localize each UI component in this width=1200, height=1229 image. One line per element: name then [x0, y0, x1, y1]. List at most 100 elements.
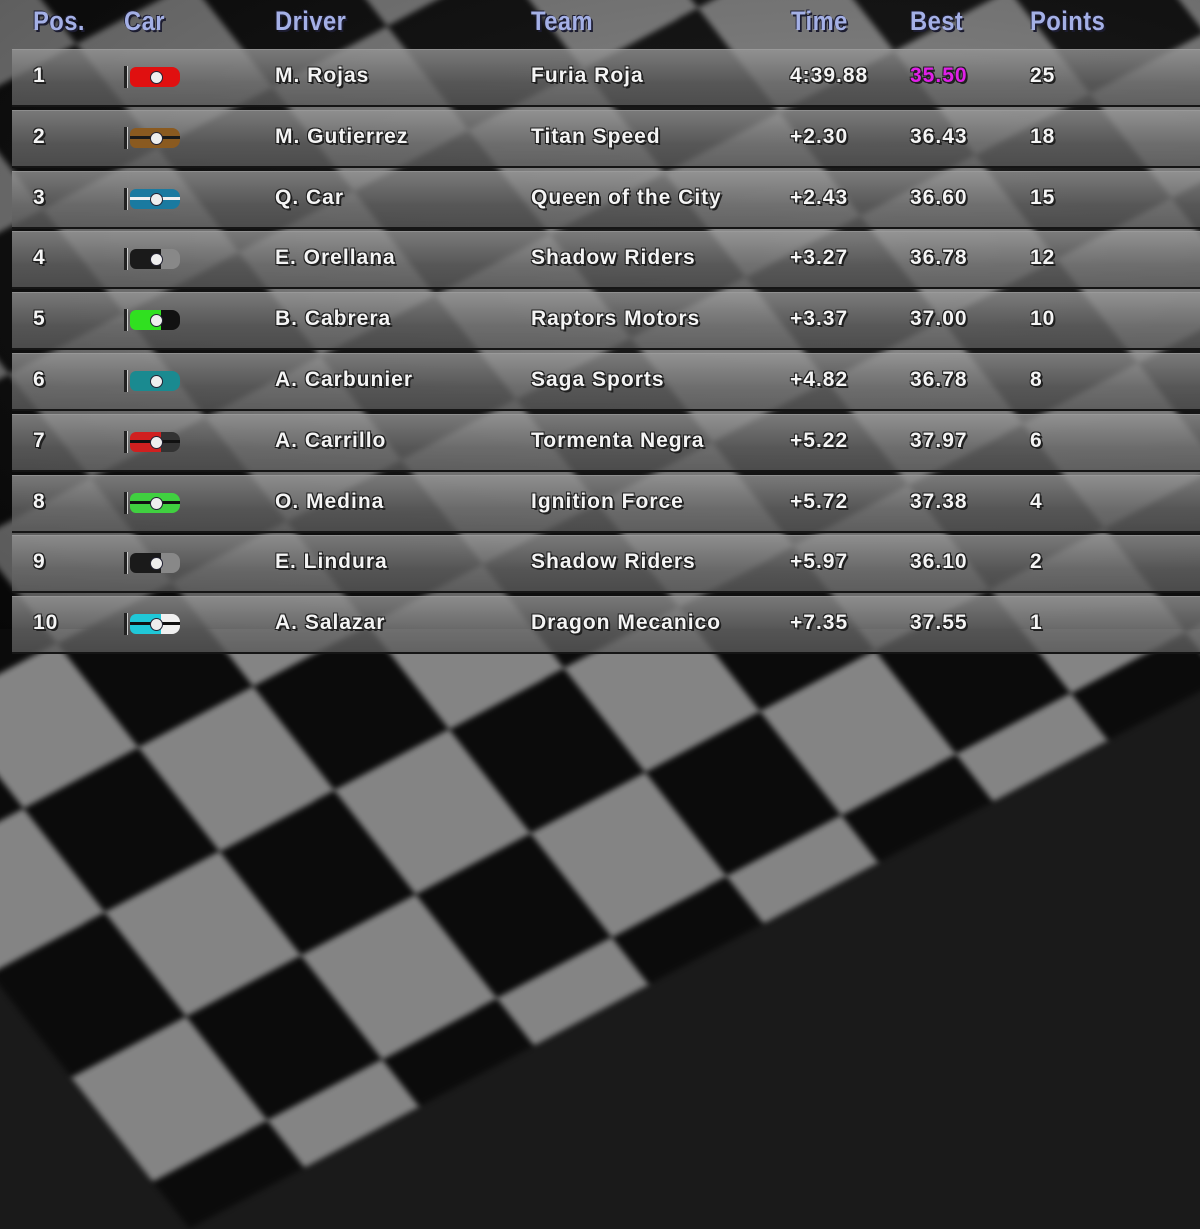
cell-driver: M. Rojas [275, 64, 370, 87]
header-best: Best [910, 6, 964, 36]
cell-team: Queen of the City [531, 185, 722, 209]
cell-driver: E. Orellana [275, 246, 396, 270]
cell-time: +2.30 [790, 124, 849, 148]
cell-pos: 8 [33, 489, 46, 513]
cell-points: 15 [1030, 185, 1056, 209]
cell-time: +7.35 [790, 611, 849, 635]
cell-points: 8 [1030, 367, 1043, 391]
cell-best: 37.97 [910, 428, 968, 452]
cell-driver: E. Lindura [275, 550, 388, 574]
car-icon [124, 430, 182, 453]
cell-best: 36.10 [910, 550, 968, 574]
table-row: 6 A. Carbunier Saga Sports +4.82 36.78 8 [12, 352, 1200, 411]
cell-time: +5.72 [790, 489, 849, 513]
cell-time: +2.43 [790, 185, 849, 209]
car-icon [124, 309, 182, 332]
car-rear-bar [124, 613, 128, 636]
cell-team: Shadow Riders [531, 550, 696, 574]
cell-best: 37.38 [910, 489, 968, 513]
cell-points: 10 [1030, 307, 1056, 331]
car-icon [124, 66, 182, 88]
cell-points: 2 [1030, 550, 1043, 574]
car-number-icon [150, 71, 163, 84]
cell-time: +3.27 [790, 246, 849, 270]
car-rear-bar [124, 309, 128, 332]
header-points: Points [1030, 6, 1106, 36]
car-icon [124, 552, 182, 575]
car-icon [124, 613, 182, 636]
cell-pos: 10 [33, 611, 59, 635]
cell-best: 36.78 [910, 367, 968, 391]
car-rear-bar [124, 126, 128, 149]
table-row: 5 B. Cabrera Raptors Motors +3.37 37.00 10 [12, 292, 1200, 351]
table-row: 3 Q. Car Queen of the City +2.43 36.60 15 [12, 170, 1200, 229]
car-number-icon [150, 374, 163, 388]
cell-pos: 6 [33, 367, 46, 391]
cell-pos: 2 [33, 124, 46, 148]
car-icon [124, 187, 182, 210]
car-rear-bar [124, 187, 128, 210]
cell-pos: 3 [33, 185, 46, 209]
cell-team: Ignition Force [531, 489, 684, 513]
header-time: Time [791, 6, 848, 36]
car-number-icon [150, 131, 163, 145]
cell-time: +3.37 [790, 307, 849, 331]
cell-team: Furia Roja [531, 64, 644, 87]
cell-points: 25 [1030, 64, 1056, 87]
table-row: 1 M. Rojas Furia Roja 4:39.88 35.50 25 [12, 49, 1200, 107]
cell-driver: A. Carrillo [275, 428, 387, 452]
car-rear-bar [124, 491, 128, 514]
car-number-icon [150, 496, 163, 510]
car-icon [124, 369, 182, 392]
cell-pos: 4 [33, 246, 46, 270]
cell-time: 4:39.88 [790, 64, 869, 87]
car-number-icon [150, 314, 163, 328]
cell-driver: A. Salazar [275, 611, 386, 635]
cell-best: 37.00 [910, 307, 968, 331]
cell-team: Tormenta Negra [531, 428, 705, 452]
table-row: 10 A. Salazar Dragon Mecanico +7.35 37.55 1 [12, 596, 1200, 655]
cell-pos: 7 [33, 428, 46, 452]
cell-best: 36.43 [910, 124, 968, 148]
cell-driver: M. Gutierrez [275, 124, 409, 148]
car-rear-bar [124, 66, 128, 88]
cell-best: 37.55 [910, 611, 968, 635]
cell-driver: A. Carbunier [275, 367, 414, 391]
cell-points: 4 [1030, 489, 1043, 513]
table-row: 4 E. Orellana Shadow Riders +3.27 36.78 12 [12, 231, 1200, 290]
cell-pos: 9 [33, 550, 46, 574]
cell-driver: O. Medina [275, 489, 385, 513]
header-car: Car [124, 6, 165, 36]
car-number-icon [150, 192, 163, 206]
cell-points: 18 [1030, 124, 1056, 148]
cell-best: 35.50 [910, 64, 968, 87]
cell-team: Shadow Riders [531, 246, 696, 270]
header-pos: Pos. [33, 6, 85, 36]
car-rear-bar [124, 369, 128, 392]
table-row: 9 E. Lindura Shadow Riders +5.97 36.10 2 [12, 535, 1200, 594]
cell-team: Saga Sports [531, 367, 665, 391]
cell-pos: 1 [33, 64, 46, 87]
cell-best: 36.78 [910, 246, 968, 270]
cell-driver: B. Cabrera [275, 307, 392, 331]
cell-pos: 5 [33, 307, 46, 331]
cell-team: Raptors Motors [531, 307, 701, 331]
header-driver: Driver [275, 6, 347, 36]
car-rear-bar [124, 552, 128, 575]
cell-time: +5.22 [790, 428, 849, 452]
car-number-icon [150, 557, 163, 571]
car-icon [124, 491, 182, 514]
standings-header: Pos. Car Driver Team Time Best Points [0, 0, 1200, 48]
cell-driver: Q. Car [275, 185, 345, 209]
car-number-icon [150, 435, 163, 449]
cell-time: +5.97 [790, 550, 849, 574]
cell-points: 1 [1030, 611, 1043, 635]
car-rear-bar [124, 248, 128, 271]
table-row: 8 O. Medina Ignition Force +5.72 37.38 4 [12, 474, 1200, 533]
table-row: 2 M. Gutierrez Titan Speed +2.30 36.43 18 [12, 109, 1200, 168]
standings-table: 1 M. Rojas Furia Roja 4:39.88 35.50 25 2 M. Gut… [12, 49, 1200, 657]
cell-best: 36.60 [910, 185, 968, 209]
car-icon [124, 248, 182, 271]
car-number-icon [150, 253, 163, 267]
cell-points: 12 [1030, 246, 1056, 270]
